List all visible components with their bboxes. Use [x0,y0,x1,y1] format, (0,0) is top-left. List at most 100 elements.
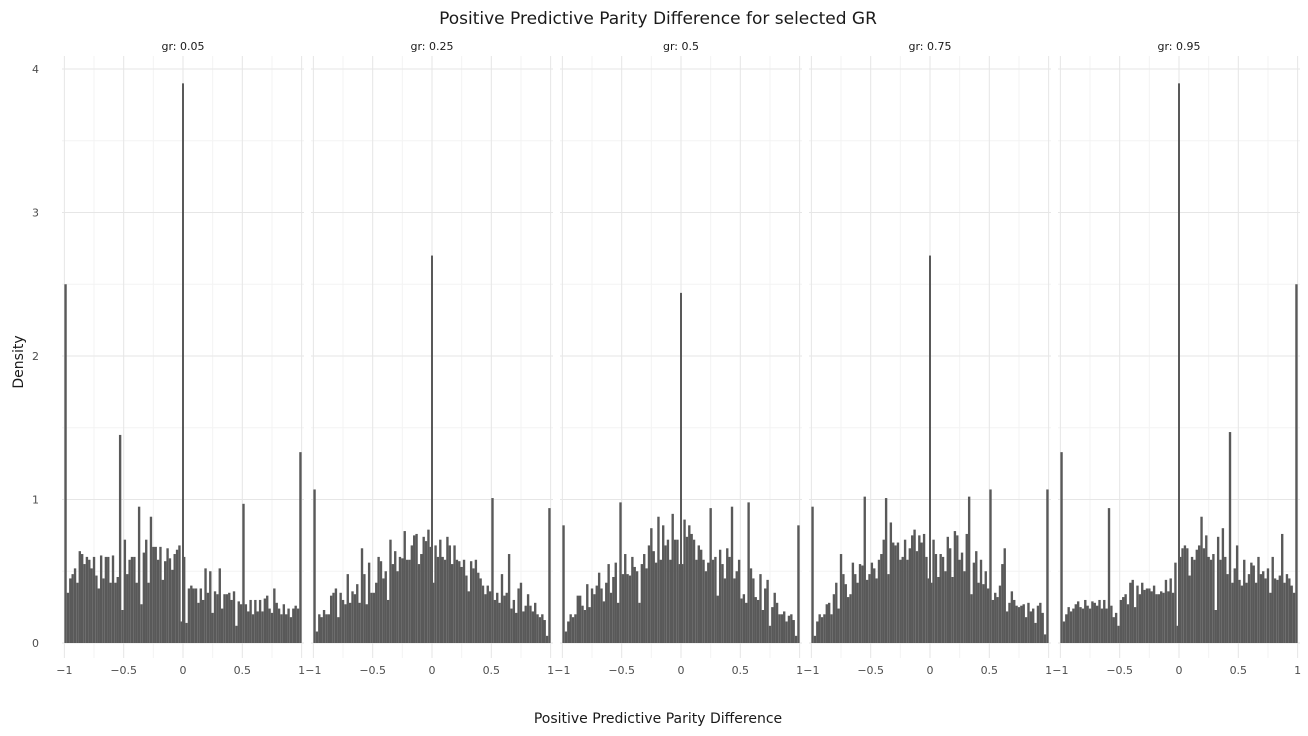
x-tick-label: −1 [305,664,321,677]
histogram-bar [939,554,942,643]
histogram-bar [472,568,475,643]
histogram-bar [865,579,869,643]
zero-spike-bar [182,83,184,644]
histogram-bar [450,564,454,643]
y-tick-label: 1 [32,494,39,507]
histogram-bar [861,565,864,643]
histogram-bar [507,554,511,643]
x-tick-label: 0 [180,664,187,677]
histogram-bar [1281,533,1284,643]
histogram-bar [1095,605,1099,643]
histogram-bar [396,571,399,643]
histogram-bar [1209,559,1213,643]
histogram-bar [567,621,570,643]
histogram-bar [1195,549,1198,643]
x-tick-label: 1 [1045,664,1052,677]
histogram-bar [1105,608,1108,643]
histogram-bar [849,594,852,643]
histogram-bar [500,574,504,643]
histogram-bar [524,605,527,643]
histogram-bar [1062,621,1066,643]
histogram-bar [135,582,138,643]
histogram-bar [334,588,338,643]
x-tick-label: −1 [554,664,570,677]
histogram-bar [823,614,826,643]
histogram-bar [1005,611,1009,643]
histogram-bar [244,604,248,643]
histogram-bar [975,551,978,643]
histogram-bar [206,592,210,643]
histogram-bar [398,556,402,643]
histogram-bar [434,545,437,643]
histogram-bar [353,594,357,643]
histogram-bar [526,594,530,643]
histogram-bar [605,582,608,643]
histogram-bar [1245,582,1248,643]
histogram-bar [702,559,705,643]
histogram-bar [543,620,546,643]
histogram-bar [586,584,589,643]
histogram-bar [1262,571,1265,643]
histogram-bar [600,588,603,643]
histogram-bar [913,529,916,643]
histogram-bar [820,617,824,643]
histogram-bar [263,598,267,643]
histogram-bar [78,551,81,643]
histogram-bar [996,597,999,643]
histogram-bar [109,582,112,643]
histogram-bar [1029,611,1033,643]
histogram-bar [749,568,753,643]
histogram-bar [197,602,200,643]
histogram-bar [386,599,390,643]
x-tick-label: −0.5 [359,664,386,677]
histogram-bar [1207,556,1210,643]
histogram-bar [534,602,537,643]
histogram-bar [1162,592,1165,643]
histogram-bar [235,625,238,643]
histogram-bar [726,548,729,643]
histogram-bar [901,556,904,643]
histogram-bar [576,595,579,643]
histogram-bar [602,601,606,643]
histogram-bar [121,609,124,643]
histogram-bar [130,556,134,643]
histogram-bar [277,608,281,643]
histogram-bar [220,608,224,643]
histogram-bar [339,592,342,643]
histogram-bar [327,614,330,643]
histogram-bar [768,625,772,643]
histogram-bar [344,604,347,643]
histogram-bar [201,599,205,643]
histogram-bar [718,549,722,643]
histogram-bar [652,551,655,643]
histogram-bar [785,621,788,643]
histogram-bar [363,574,366,643]
histogram-bar [832,594,836,643]
histogram-bar [104,556,108,643]
histogram-bar [1295,284,1298,643]
histogram-bar [1138,594,1142,643]
histogram-bar [152,546,155,643]
histogram-bar [697,545,700,643]
facet-panel: gr: 0.25 −1 −0.5 0 0.5 1 [305,40,554,677]
histogram-bar [213,591,217,643]
histogram-bar [1148,588,1151,643]
histogram-bar [346,574,349,643]
histogram-bar [730,506,734,643]
histogram-bar [564,631,568,643]
histogram-bar [372,592,376,643]
histogram-bar [659,559,663,643]
histogram-bar [884,498,888,643]
histogram-bar [958,559,961,643]
histogram-bar [299,452,302,643]
histogram-bar [218,568,221,643]
histogram-bar [498,602,501,643]
histogram-bar [699,549,703,643]
histogram-bar [223,594,226,643]
histogram-bar [752,578,755,643]
histogram-bar [764,588,767,643]
histogram-bar [569,614,572,643]
histogram-bar [1174,562,1177,643]
histogram-bar [493,599,497,643]
histogram-bar [292,608,295,643]
